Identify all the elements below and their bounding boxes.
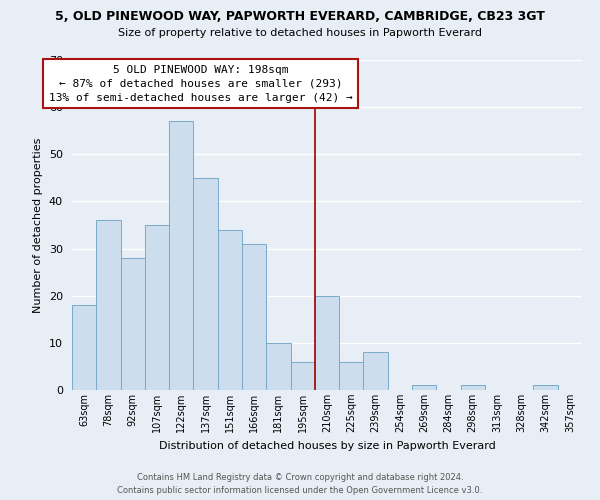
X-axis label: Distribution of detached houses by size in Papworth Everard: Distribution of detached houses by size … xyxy=(158,440,496,450)
Bar xyxy=(412,386,436,390)
Bar xyxy=(266,343,290,390)
Bar xyxy=(169,122,193,390)
Bar xyxy=(315,296,339,390)
Bar xyxy=(96,220,121,390)
Bar xyxy=(533,386,558,390)
Text: 5, OLD PINEWOOD WAY, PAPWORTH EVERARD, CAMBRIDGE, CB23 3GT: 5, OLD PINEWOOD WAY, PAPWORTH EVERARD, C… xyxy=(55,10,545,23)
Bar xyxy=(290,362,315,390)
Text: Contains HM Land Registry data © Crown copyright and database right 2024.
Contai: Contains HM Land Registry data © Crown c… xyxy=(118,474,482,495)
Bar xyxy=(72,305,96,390)
Text: Size of property relative to detached houses in Papworth Everard: Size of property relative to detached ho… xyxy=(118,28,482,38)
Bar xyxy=(461,386,485,390)
Bar xyxy=(364,352,388,390)
Text: 5 OLD PINEWOOD WAY: 198sqm
← 87% of detached houses are smaller (293)
13% of sem: 5 OLD PINEWOOD WAY: 198sqm ← 87% of deta… xyxy=(49,64,353,102)
Bar xyxy=(145,225,169,390)
Y-axis label: Number of detached properties: Number of detached properties xyxy=(33,138,43,312)
Bar xyxy=(242,244,266,390)
Bar xyxy=(339,362,364,390)
Bar xyxy=(193,178,218,390)
Bar xyxy=(121,258,145,390)
Bar xyxy=(218,230,242,390)
